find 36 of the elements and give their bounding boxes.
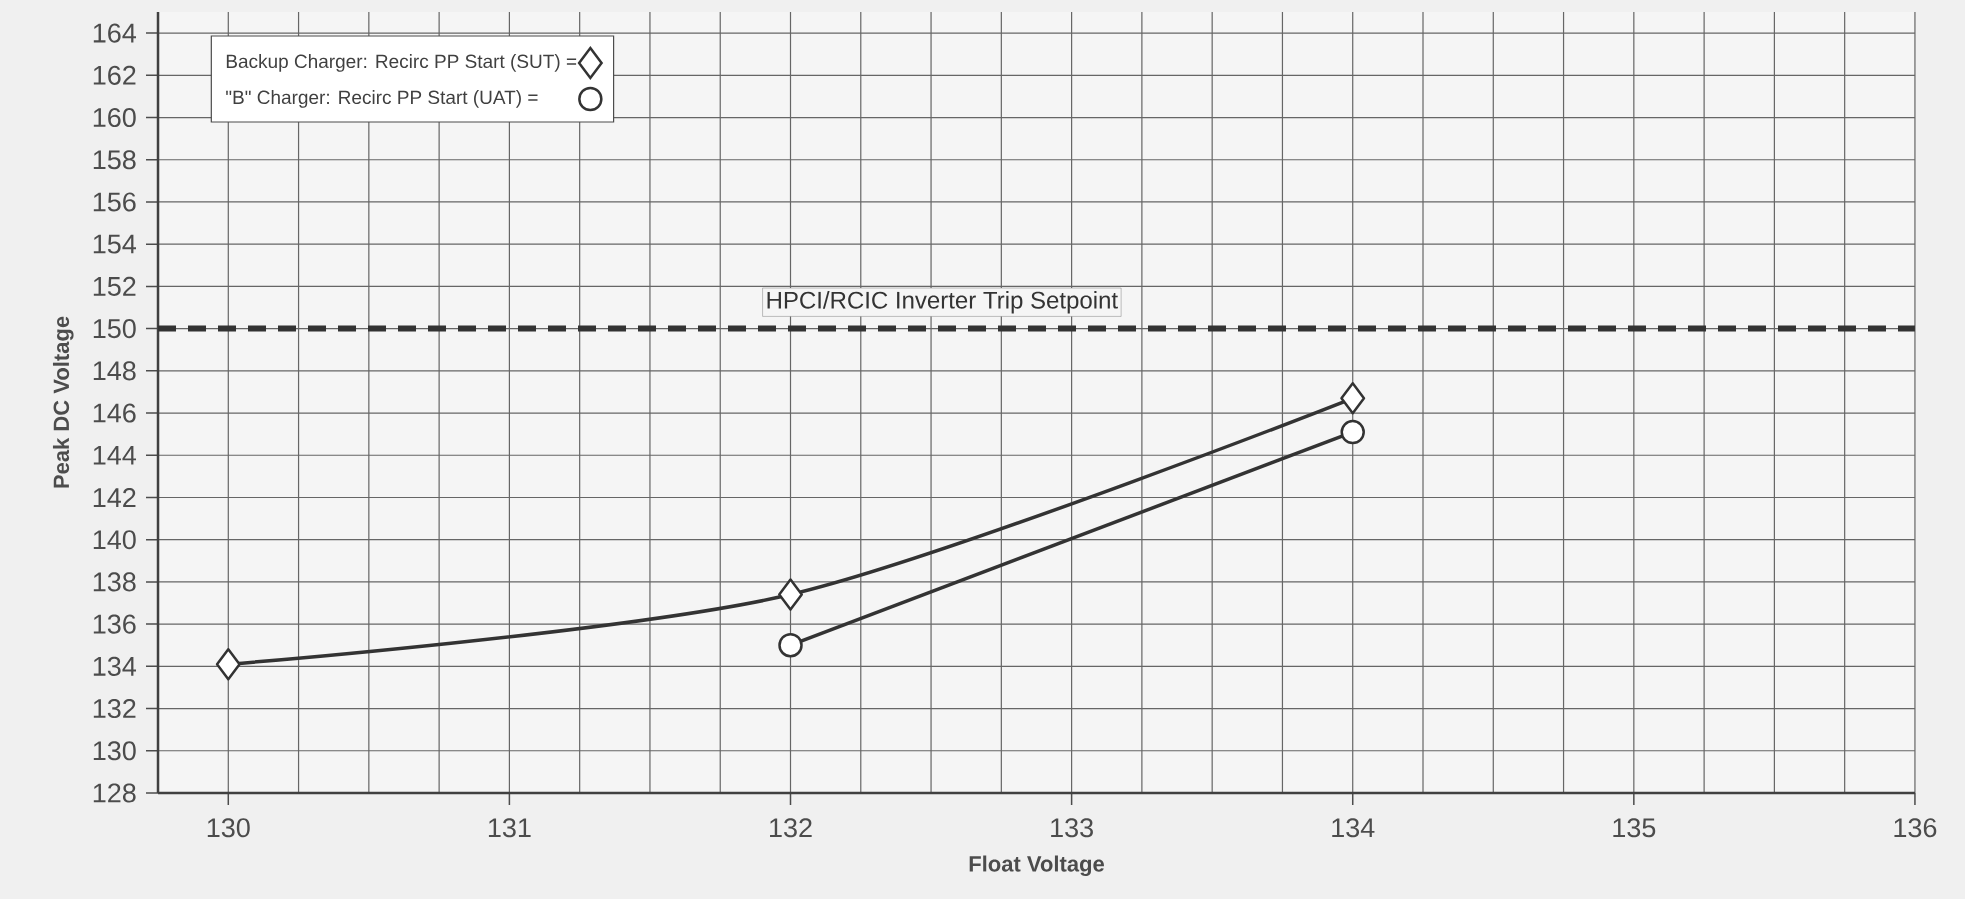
y-tick-label: 142	[93, 488, 136, 507]
x-tick-label: 133	[1051, 818, 1093, 838]
y-tick-label: 144	[93, 445, 137, 465]
y-tick-label: 136	[93, 614, 136, 634]
point	[1340, 382, 1366, 415]
y-tick-label: 158	[93, 150, 136, 170]
y-tick-label: 150	[93, 319, 136, 339]
x-axis-title: Float Voltage	[969, 855, 1104, 877]
legend-label: Backup Charger: Recirc PP Start (SUT) =	[226, 54, 577, 72]
y-tick-label: 146	[93, 403, 136, 423]
y-tick-label: 138	[93, 572, 136, 592]
legend-label: "B" Charger: Recirc PP Start (UAT) =	[226, 90, 538, 108]
x-tick-label: 135	[1613, 818, 1656, 838]
y-tick-label: 160	[93, 107, 136, 128]
y-tick-label: 162	[93, 65, 136, 85]
x-tick-label: 136	[1894, 818, 1937, 838]
point	[215, 647, 241, 681]
x-tick-label: 134	[1332, 818, 1375, 838]
point	[778, 578, 804, 611]
ref-line-label: HPCI/RCIC Inverter Trip Setpoint	[767, 291, 1118, 314]
y-tick-label: 154	[93, 234, 137, 254]
y-tick-label: 134	[93, 656, 137, 676]
y-tick-label: 156	[93, 192, 136, 212]
y-tick-label: 140	[93, 530, 136, 550]
y-tick-label: 148	[93, 361, 136, 381]
x-tick-label: 130	[207, 818, 250, 838]
x-tick-label: 132	[770, 818, 812, 838]
y-axis-title: Peak DC Voltage	[52, 316, 74, 488]
x-tick-label: 131	[488, 818, 531, 838]
point	[1340, 419, 1365, 445]
y-tick-label: 130	[93, 741, 136, 761]
y-tick-label: 152	[93, 276, 136, 296]
y-tick-label: 128	[93, 783, 136, 803]
point	[778, 632, 803, 658]
y-tick-label: 164	[93, 23, 137, 43]
y-tick-label: 132	[93, 699, 136, 719]
